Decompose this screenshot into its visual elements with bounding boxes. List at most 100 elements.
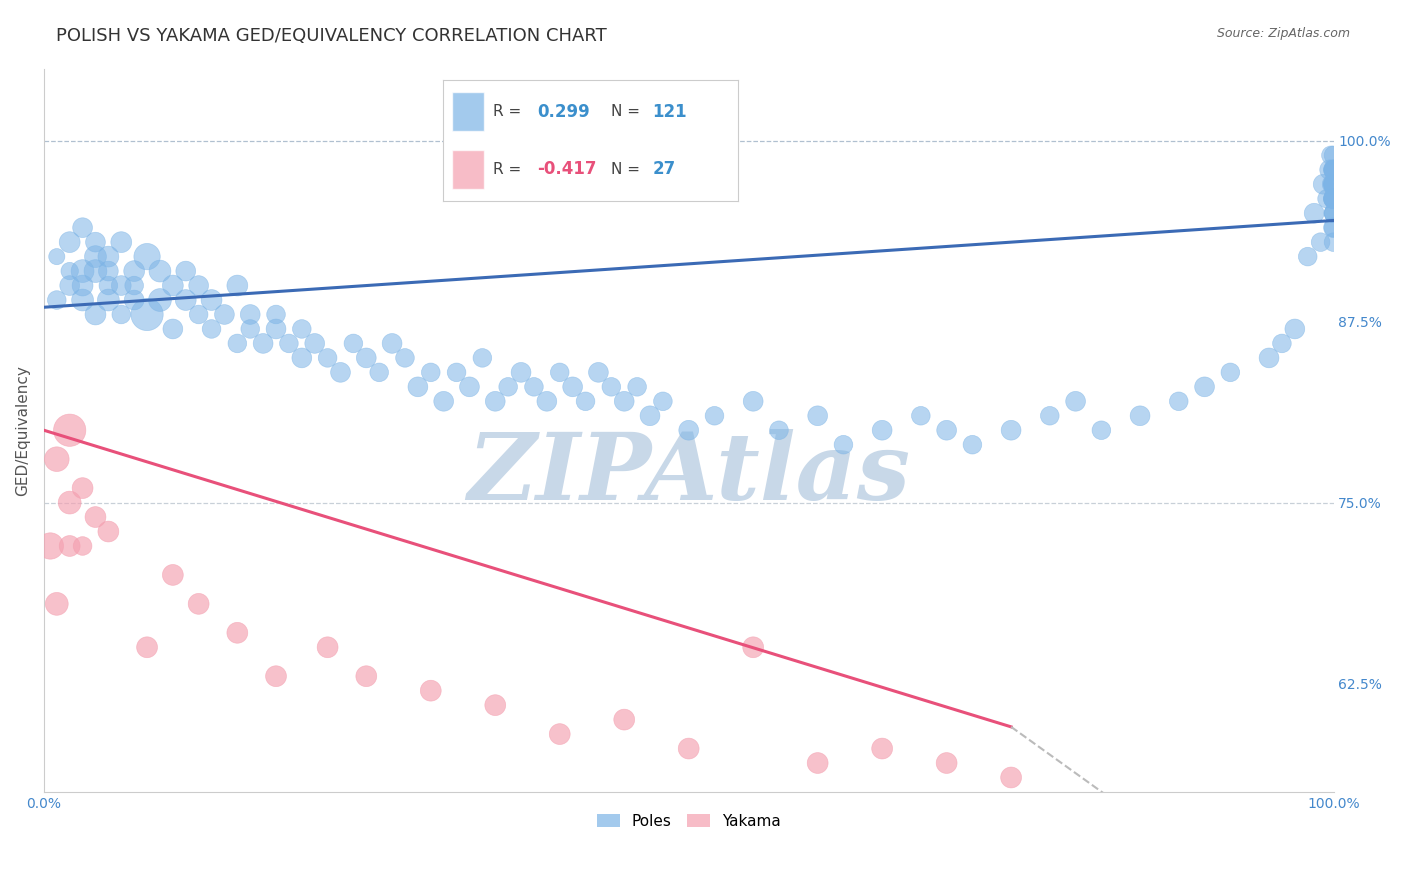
Point bbox=[59, 539, 82, 553]
Point bbox=[239, 308, 262, 322]
Point bbox=[226, 336, 249, 351]
Point bbox=[110, 278, 132, 293]
Point bbox=[703, 409, 725, 423]
Point bbox=[1319, 162, 1341, 177]
Point bbox=[1322, 178, 1344, 192]
Point bbox=[1320, 148, 1343, 162]
Point bbox=[1322, 162, 1344, 177]
Point bbox=[72, 539, 94, 553]
Point bbox=[149, 264, 172, 278]
Point bbox=[226, 625, 249, 640]
Point bbox=[97, 524, 120, 539]
Point bbox=[59, 423, 82, 437]
Point bbox=[97, 293, 120, 307]
Point bbox=[1322, 220, 1344, 235]
Point bbox=[406, 380, 429, 394]
Point bbox=[1322, 235, 1344, 249]
Point bbox=[1322, 178, 1344, 192]
Point bbox=[291, 322, 314, 336]
Point bbox=[162, 568, 184, 582]
Point bbox=[187, 308, 209, 322]
Point bbox=[187, 597, 209, 611]
Point bbox=[149, 293, 172, 307]
Point bbox=[870, 741, 893, 756]
Point bbox=[678, 423, 700, 437]
Point bbox=[574, 394, 596, 409]
Point bbox=[446, 365, 468, 379]
Point bbox=[807, 756, 830, 770]
Point bbox=[174, 264, 197, 278]
Point bbox=[122, 293, 145, 307]
Point bbox=[97, 264, 120, 278]
Point bbox=[433, 394, 456, 409]
Point bbox=[651, 394, 673, 409]
Point bbox=[1312, 178, 1334, 192]
Point bbox=[97, 278, 120, 293]
Point bbox=[316, 640, 339, 655]
Text: R =: R = bbox=[494, 104, 526, 120]
Point bbox=[304, 336, 326, 351]
Point bbox=[291, 351, 314, 365]
Point bbox=[239, 322, 262, 336]
Point bbox=[316, 351, 339, 365]
Point bbox=[97, 250, 120, 264]
Point bbox=[419, 365, 441, 379]
Point bbox=[264, 322, 287, 336]
Point bbox=[742, 640, 765, 655]
Point bbox=[1322, 148, 1344, 162]
Point bbox=[59, 278, 82, 293]
Point bbox=[1322, 192, 1344, 206]
Point bbox=[200, 293, 222, 307]
Point bbox=[45, 293, 67, 307]
Text: 121: 121 bbox=[652, 103, 688, 120]
Text: 27: 27 bbox=[652, 161, 676, 178]
Point bbox=[122, 278, 145, 293]
Point bbox=[84, 250, 107, 264]
Point bbox=[264, 308, 287, 322]
Point bbox=[136, 250, 159, 264]
Point bbox=[768, 423, 790, 437]
Point bbox=[1322, 162, 1344, 177]
Point bbox=[45, 452, 67, 467]
Point bbox=[200, 322, 222, 336]
Point bbox=[626, 380, 648, 394]
Point bbox=[1194, 380, 1216, 394]
Point bbox=[742, 394, 765, 409]
Point bbox=[226, 278, 249, 293]
Point bbox=[588, 365, 610, 379]
Point bbox=[59, 495, 82, 509]
Point bbox=[1271, 336, 1294, 351]
Point bbox=[59, 235, 82, 249]
Point bbox=[935, 756, 957, 770]
Point bbox=[1309, 235, 1331, 249]
Point bbox=[1219, 365, 1241, 379]
Point bbox=[496, 380, 519, 394]
Point bbox=[935, 423, 957, 437]
Point bbox=[1284, 322, 1306, 336]
Text: R =: R = bbox=[494, 161, 526, 177]
Point bbox=[1129, 409, 1152, 423]
Point bbox=[72, 220, 94, 235]
Point bbox=[84, 510, 107, 524]
Point bbox=[45, 597, 67, 611]
Point bbox=[162, 278, 184, 293]
Y-axis label: GED/Equivalency: GED/Equivalency bbox=[15, 365, 30, 496]
Point bbox=[381, 336, 404, 351]
Point bbox=[187, 278, 209, 293]
Point bbox=[1322, 206, 1344, 220]
Point bbox=[368, 365, 391, 379]
Text: -0.417: -0.417 bbox=[537, 161, 598, 178]
Text: POLISH VS YAKAMA GED/EQUIVALENCY CORRELATION CHART: POLISH VS YAKAMA GED/EQUIVALENCY CORRELA… bbox=[56, 27, 607, 45]
Point bbox=[419, 683, 441, 698]
Point bbox=[484, 698, 506, 713]
Legend: Poles, Yakama: Poles, Yakama bbox=[591, 807, 787, 835]
Point bbox=[962, 438, 984, 452]
Point bbox=[484, 394, 506, 409]
Point bbox=[252, 336, 274, 351]
Point bbox=[1322, 178, 1344, 192]
Point bbox=[394, 351, 416, 365]
Point bbox=[1316, 192, 1339, 206]
Text: N =: N = bbox=[612, 104, 645, 120]
Point bbox=[678, 741, 700, 756]
Point bbox=[136, 308, 159, 322]
